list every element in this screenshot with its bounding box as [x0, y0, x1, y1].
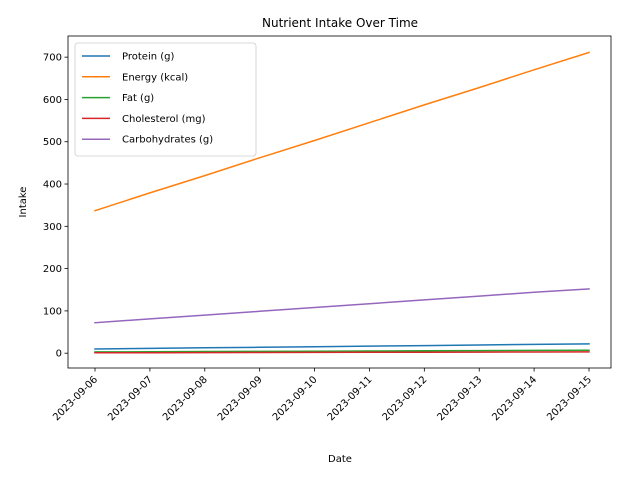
series-line-0	[94, 343, 590, 350]
y-tick-label: 200	[43, 264, 62, 275]
legend: Protein (g) Energy (kcal) Fat (g) Cholester…	[74, 42, 257, 157]
series-line-1	[94, 51, 590, 212]
legend-label-1: Energy (kcal)	[122, 72, 188, 83]
y-tick-label: 500	[43, 137, 62, 148]
y-axis: 0 100 200 300 400 500 600 700	[43, 53, 68, 360]
chart-title: Nutrient Intake Over Time	[262, 16, 418, 30]
y-tick-label: 700	[43, 53, 62, 64]
y-tick-label: 300	[43, 222, 62, 233]
legend-label-0: Protein (g)	[122, 52, 174, 63]
legend-box	[74, 42, 257, 157]
plot-frame	[67, 35, 612, 369]
series-line-4	[94, 288, 590, 324]
y-tick-label: 600	[43, 95, 62, 106]
series-line-2	[94, 349, 590, 353]
plot-series	[94, 51, 590, 354]
legend-label-3: Cholesterol (mg)	[122, 114, 206, 125]
y-axis-label: Intake	[18, 187, 29, 218]
y-tick-label: 100	[43, 306, 62, 317]
x-axis-label: Date	[328, 454, 352, 465]
series-line-3	[94, 351, 590, 354]
legend-label-4: Carbohydrates (g)	[122, 135, 213, 146]
y-tick-label: 400	[43, 180, 62, 191]
legend-label-2: Fat (g)	[122, 93, 154, 104]
y-tick-label: 0	[56, 349, 62, 360]
